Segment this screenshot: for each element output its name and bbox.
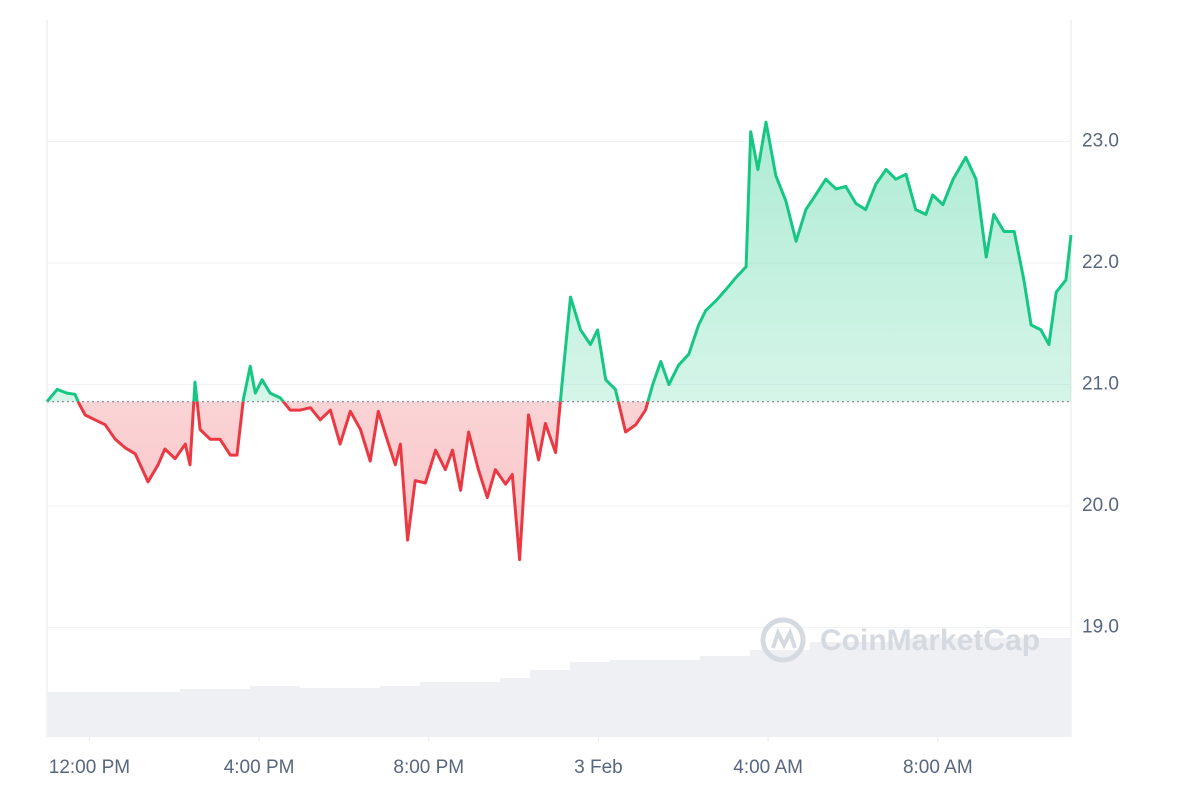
x-tick-label: 12:00 PM bbox=[49, 757, 130, 778]
area-up bbox=[47, 122, 1071, 402]
volume-area bbox=[47, 638, 1071, 737]
y-tick-label: 21.0 bbox=[1082, 374, 1119, 395]
x-tick-label: 8:00 PM bbox=[393, 757, 464, 778]
watermark-text: CoinMarketCap bbox=[820, 624, 1040, 657]
y-tick-label: 22.0 bbox=[1082, 252, 1119, 273]
x-tick-label: 3 Feb bbox=[574, 757, 623, 778]
y-tick-label: 20.0 bbox=[1082, 495, 1119, 516]
x-tick-label: 4:00 PM bbox=[224, 757, 295, 778]
area-down bbox=[47, 401, 1071, 560]
watermark: CoinMarketCap bbox=[760, 617, 1040, 663]
x-tick-label: 4:00 AM bbox=[733, 757, 803, 778]
x-tick-label: 8:00 AM bbox=[903, 757, 973, 778]
price-line-down bbox=[46, 401, 650, 562]
y-tick-label: 19.0 bbox=[1082, 617, 1119, 638]
price-line-up bbox=[45, 120, 1073, 402]
y-tick-label: 23.0 bbox=[1082, 131, 1119, 152]
